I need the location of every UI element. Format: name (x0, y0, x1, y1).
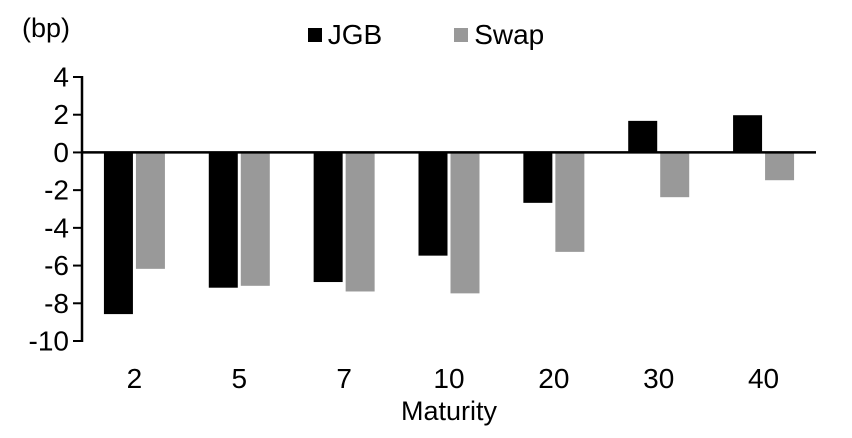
bar-swap-40 (764, 151, 796, 182)
y-tick-label-4: 4 (53, 62, 69, 93)
bar-jgb-20 (522, 151, 554, 204)
x-tick-label-20: 20 (538, 363, 569, 394)
y-tick-label-0: 0 (53, 137, 69, 168)
bar-jgb-2 (102, 151, 134, 316)
bar-jgb-30 (627, 119, 659, 153)
x-tick-label-7: 7 (336, 363, 352, 394)
bar-swap-2 (134, 151, 166, 270)
legend-item-swap: Swap (454, 20, 544, 50)
bar-swap-5 (239, 151, 271, 287)
bar-jgb-40 (732, 114, 764, 153)
y-tick-label--8: -8 (44, 288, 69, 319)
y-tick-label--4: -4 (44, 212, 69, 243)
bar-jgb-10 (417, 151, 449, 257)
jgb-legend-label: JGB (327, 19, 383, 50)
y-tick-label--2: -2 (44, 175, 69, 206)
y-axis-unit-label: (bp) (22, 13, 71, 43)
x-tick-label-40: 40 (748, 363, 779, 394)
legend: JGB Swap (0, 20, 852, 50)
bar-swap-20 (554, 151, 586, 253)
y-tick-label-2: 2 (53, 99, 69, 130)
y-tick-label--6: -6 (44, 250, 69, 281)
x-tick-label-30: 30 (643, 363, 674, 394)
bar-swap-10 (449, 151, 481, 295)
x-tick-label-5: 5 (231, 363, 247, 394)
x-tick-label-10: 10 (433, 363, 464, 394)
bar-swap-7 (344, 151, 376, 293)
y-tick-label--10: -10 (29, 326, 69, 357)
swap-legend-label: Swap (474, 19, 545, 50)
swap-legend-marker-icon (454, 28, 469, 42)
x-axis-title: Maturity (400, 396, 498, 426)
x-tick-label-2: 2 (127, 363, 143, 394)
bar-jgb-7 (312, 151, 344, 284)
bar-jgb-5 (207, 151, 239, 289)
jgb-legend-marker-icon (307, 28, 322, 42)
legend-item-jgb: JGB (307, 19, 383, 50)
bar-swap-30 (659, 151, 691, 199)
